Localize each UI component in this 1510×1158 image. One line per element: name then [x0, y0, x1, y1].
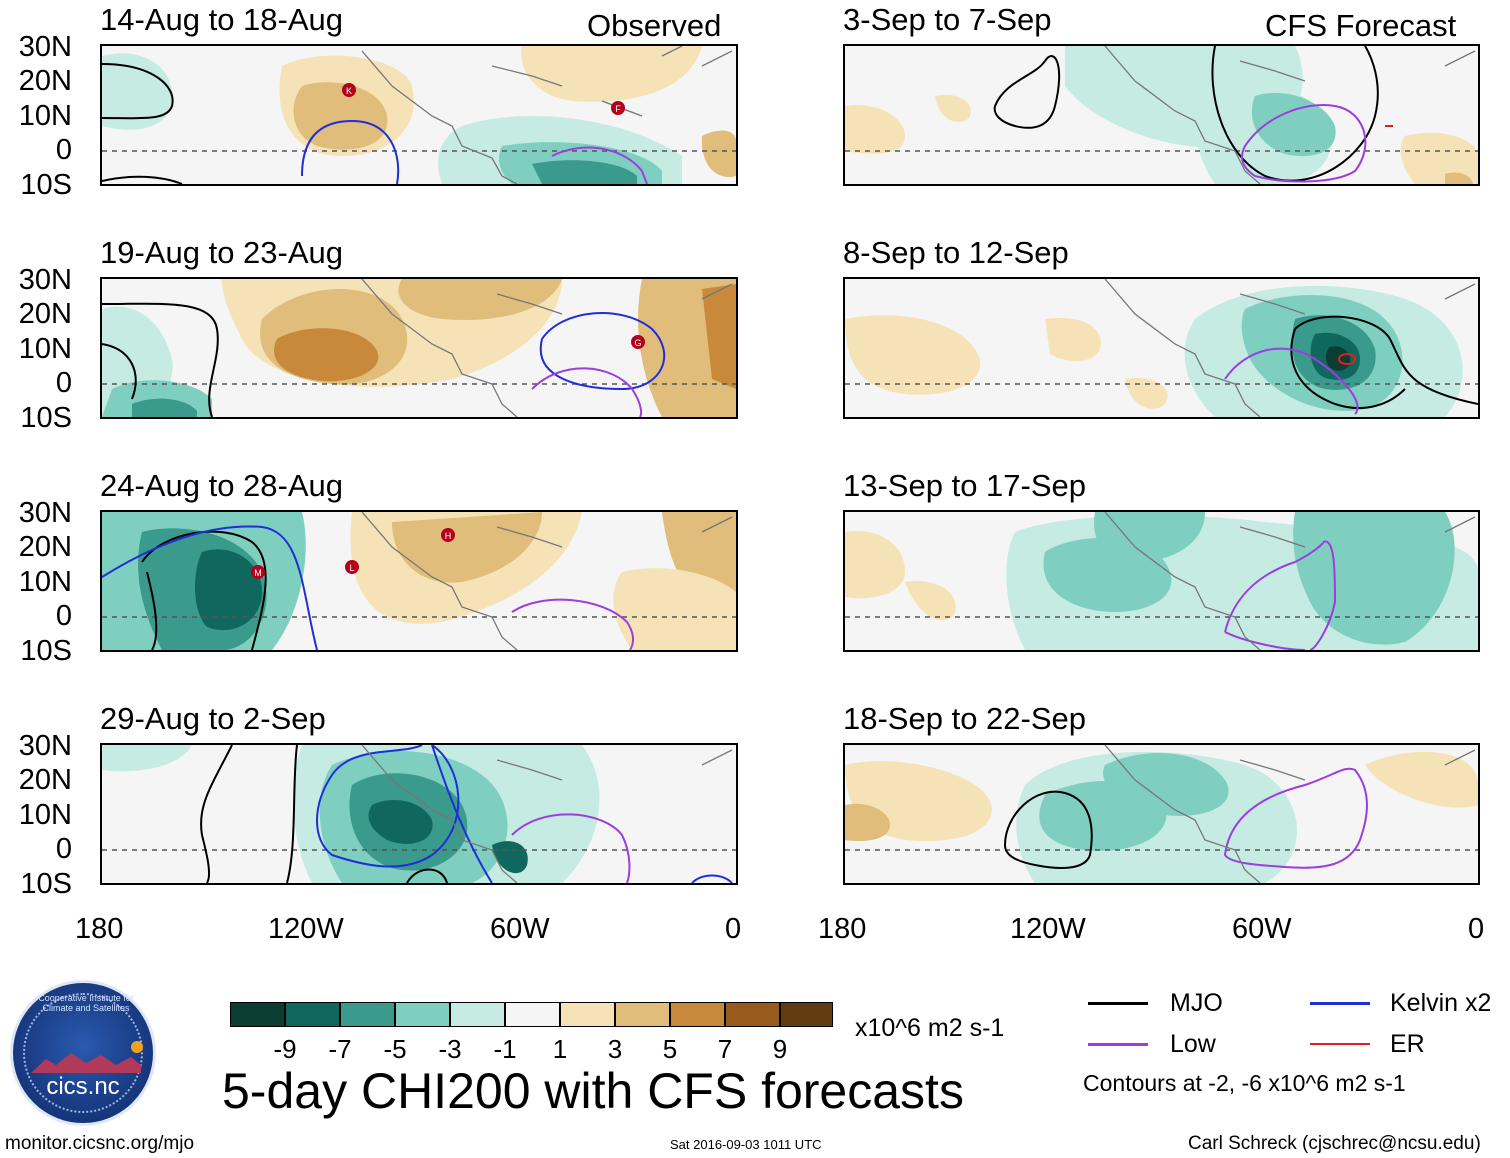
map-panel-p3: M L H: [100, 510, 738, 652]
colorbar-label: -9: [273, 1034, 297, 1064]
map-panel-p4: [100, 743, 738, 885]
footer-url[interactable]: monitor.cicsnc.org/mjo: [5, 1133, 195, 1154]
legend-line-low: [1088, 1043, 1148, 1046]
lat-label: 10S: [20, 402, 72, 434]
cfs-forecast-label: CFS Forecast: [1265, 8, 1457, 43]
lat-label: 0: [55, 833, 72, 865]
colorbar-swatch: [505, 1002, 560, 1027]
map-panel-p5: [843, 44, 1480, 186]
colorbar-label: -1: [493, 1034, 517, 1064]
lat-label: 10N: [18, 333, 72, 365]
footer-author: Carl Schreck (cjschrec@ncsu.edu): [1188, 1133, 1481, 1154]
legend-label-kelvin: Kelvin x2: [1390, 989, 1492, 1017]
lat-label: 10S: [20, 868, 72, 900]
colorbar-swatch: [340, 1002, 395, 1027]
colorbar-swatch: [615, 1002, 670, 1027]
colorbar-swatch: [285, 1002, 340, 1027]
footer-timestamp: Sat 2016-09-03 1011 UTC: [670, 1137, 822, 1152]
colorbar-swatch: [780, 1002, 833, 1027]
panel-title-p4: 29-Aug to 2-Sep: [100, 701, 326, 736]
svg-text:G: G: [634, 338, 641, 348]
colorbar-label: 1: [552, 1034, 568, 1064]
lon-label: 0: [725, 913, 742, 945]
map-panel-p7: [843, 510, 1480, 652]
lat-label: 30N: [18, 264, 72, 296]
colorbar-label: -5: [383, 1034, 407, 1064]
lat-label: 10N: [18, 566, 72, 598]
lat-label: 20N: [18, 764, 72, 796]
svg-text:L: L: [349, 563, 354, 573]
panel-title-p7: 13-Sep to 17-Sep: [843, 468, 1087, 503]
map-panel-p2: G: [100, 277, 738, 419]
storm-marker-k: [342, 83, 356, 97]
panel-title-p6: 8-Sep to 12-Sep: [843, 235, 1069, 270]
colorbar-swatch: [450, 1002, 505, 1027]
colorbar-swatch: [725, 1002, 780, 1027]
lon-label: 0: [1468, 913, 1485, 945]
legend-label-mjo: MJO: [1170, 989, 1223, 1017]
lon-label: 120W: [1010, 913, 1086, 945]
lat-label: 20N: [18, 298, 72, 330]
svg-text:K: K: [346, 86, 352, 96]
svg-text:H: H: [445, 531, 452, 541]
panel-title-p5: 3-Sep to 7-Sep: [843, 2, 1052, 37]
legend-line-er: [1310, 1043, 1370, 1045]
legend-label-low: Low: [1170, 1030, 1216, 1058]
lat-label: 10N: [18, 799, 72, 831]
legend-line-kelvin: [1310, 1002, 1370, 1005]
legend-note: Contours at -2, -6 x10^6 m2 s-1: [1083, 1070, 1406, 1096]
panel-title-p3: 24-Aug to 28-Aug: [100, 468, 344, 503]
lat-label: 20N: [18, 65, 72, 97]
storm-marker-g: [631, 335, 645, 349]
storm-marker-f: [611, 101, 625, 115]
colorbar-label: 3: [607, 1034, 623, 1064]
colorbar-label: -7: [328, 1034, 352, 1064]
lat-label: 10S: [20, 169, 72, 201]
colorbar-swatch: [560, 1002, 615, 1027]
lon-label: 180: [75, 913, 124, 945]
lat-label: 30N: [18, 497, 72, 529]
lat-label: 0: [55, 600, 72, 632]
colorbar-label: 5: [662, 1034, 678, 1064]
observed-label: Observed: [587, 8, 722, 43]
colorbar-swatch: [395, 1002, 450, 1027]
lat-label: 20N: [18, 531, 72, 563]
main-title: 5-day CHI200 with CFS forecasts: [222, 1063, 964, 1119]
lat-label: 30N: [18, 31, 72, 63]
legend-line-mjo: [1088, 1002, 1148, 1005]
svg-text:M: M: [254, 568, 262, 578]
storm-marker-m: [251, 565, 265, 579]
colorbar-swatch: [230, 1002, 285, 1027]
storm-marker-l: [345, 560, 359, 574]
cics-logo: Cooperative Institute for Climate and Sa…: [10, 980, 156, 1126]
colorbar-label: -3: [438, 1034, 462, 1064]
map-panel-p8: [843, 743, 1480, 885]
lat-label: 30N: [18, 730, 72, 762]
panel-title-p2: 19-Aug to 23-Aug: [100, 235, 344, 270]
panel-title-p8: 18-Sep to 22-Sep: [843, 701, 1087, 736]
colorbar-units: x10^6 m2 s-1: [855, 1014, 1005, 1042]
lat-label: 10S: [20, 635, 72, 667]
lat-label: 0: [55, 367, 72, 399]
panel-title-p1: 14-Aug to 18-Aug: [100, 2, 344, 37]
lon-label: 60W: [1232, 913, 1292, 945]
svg-text:F: F: [615, 104, 621, 114]
map-panel-p6: [843, 277, 1480, 419]
lon-label: 60W: [490, 913, 550, 945]
lat-label: 0: [55, 134, 72, 166]
colorbar-label: 9: [772, 1034, 788, 1064]
colorbar-label: 7: [717, 1034, 733, 1064]
lon-label: 180: [818, 913, 867, 945]
map-panel-p1: K F: [100, 44, 738, 186]
colorbar-swatch: [670, 1002, 725, 1027]
legend-label-er: ER: [1390, 1030, 1425, 1058]
lon-label: 120W: [268, 913, 344, 945]
storm-marker-h: [441, 528, 455, 542]
lat-label: 10N: [18, 100, 72, 132]
